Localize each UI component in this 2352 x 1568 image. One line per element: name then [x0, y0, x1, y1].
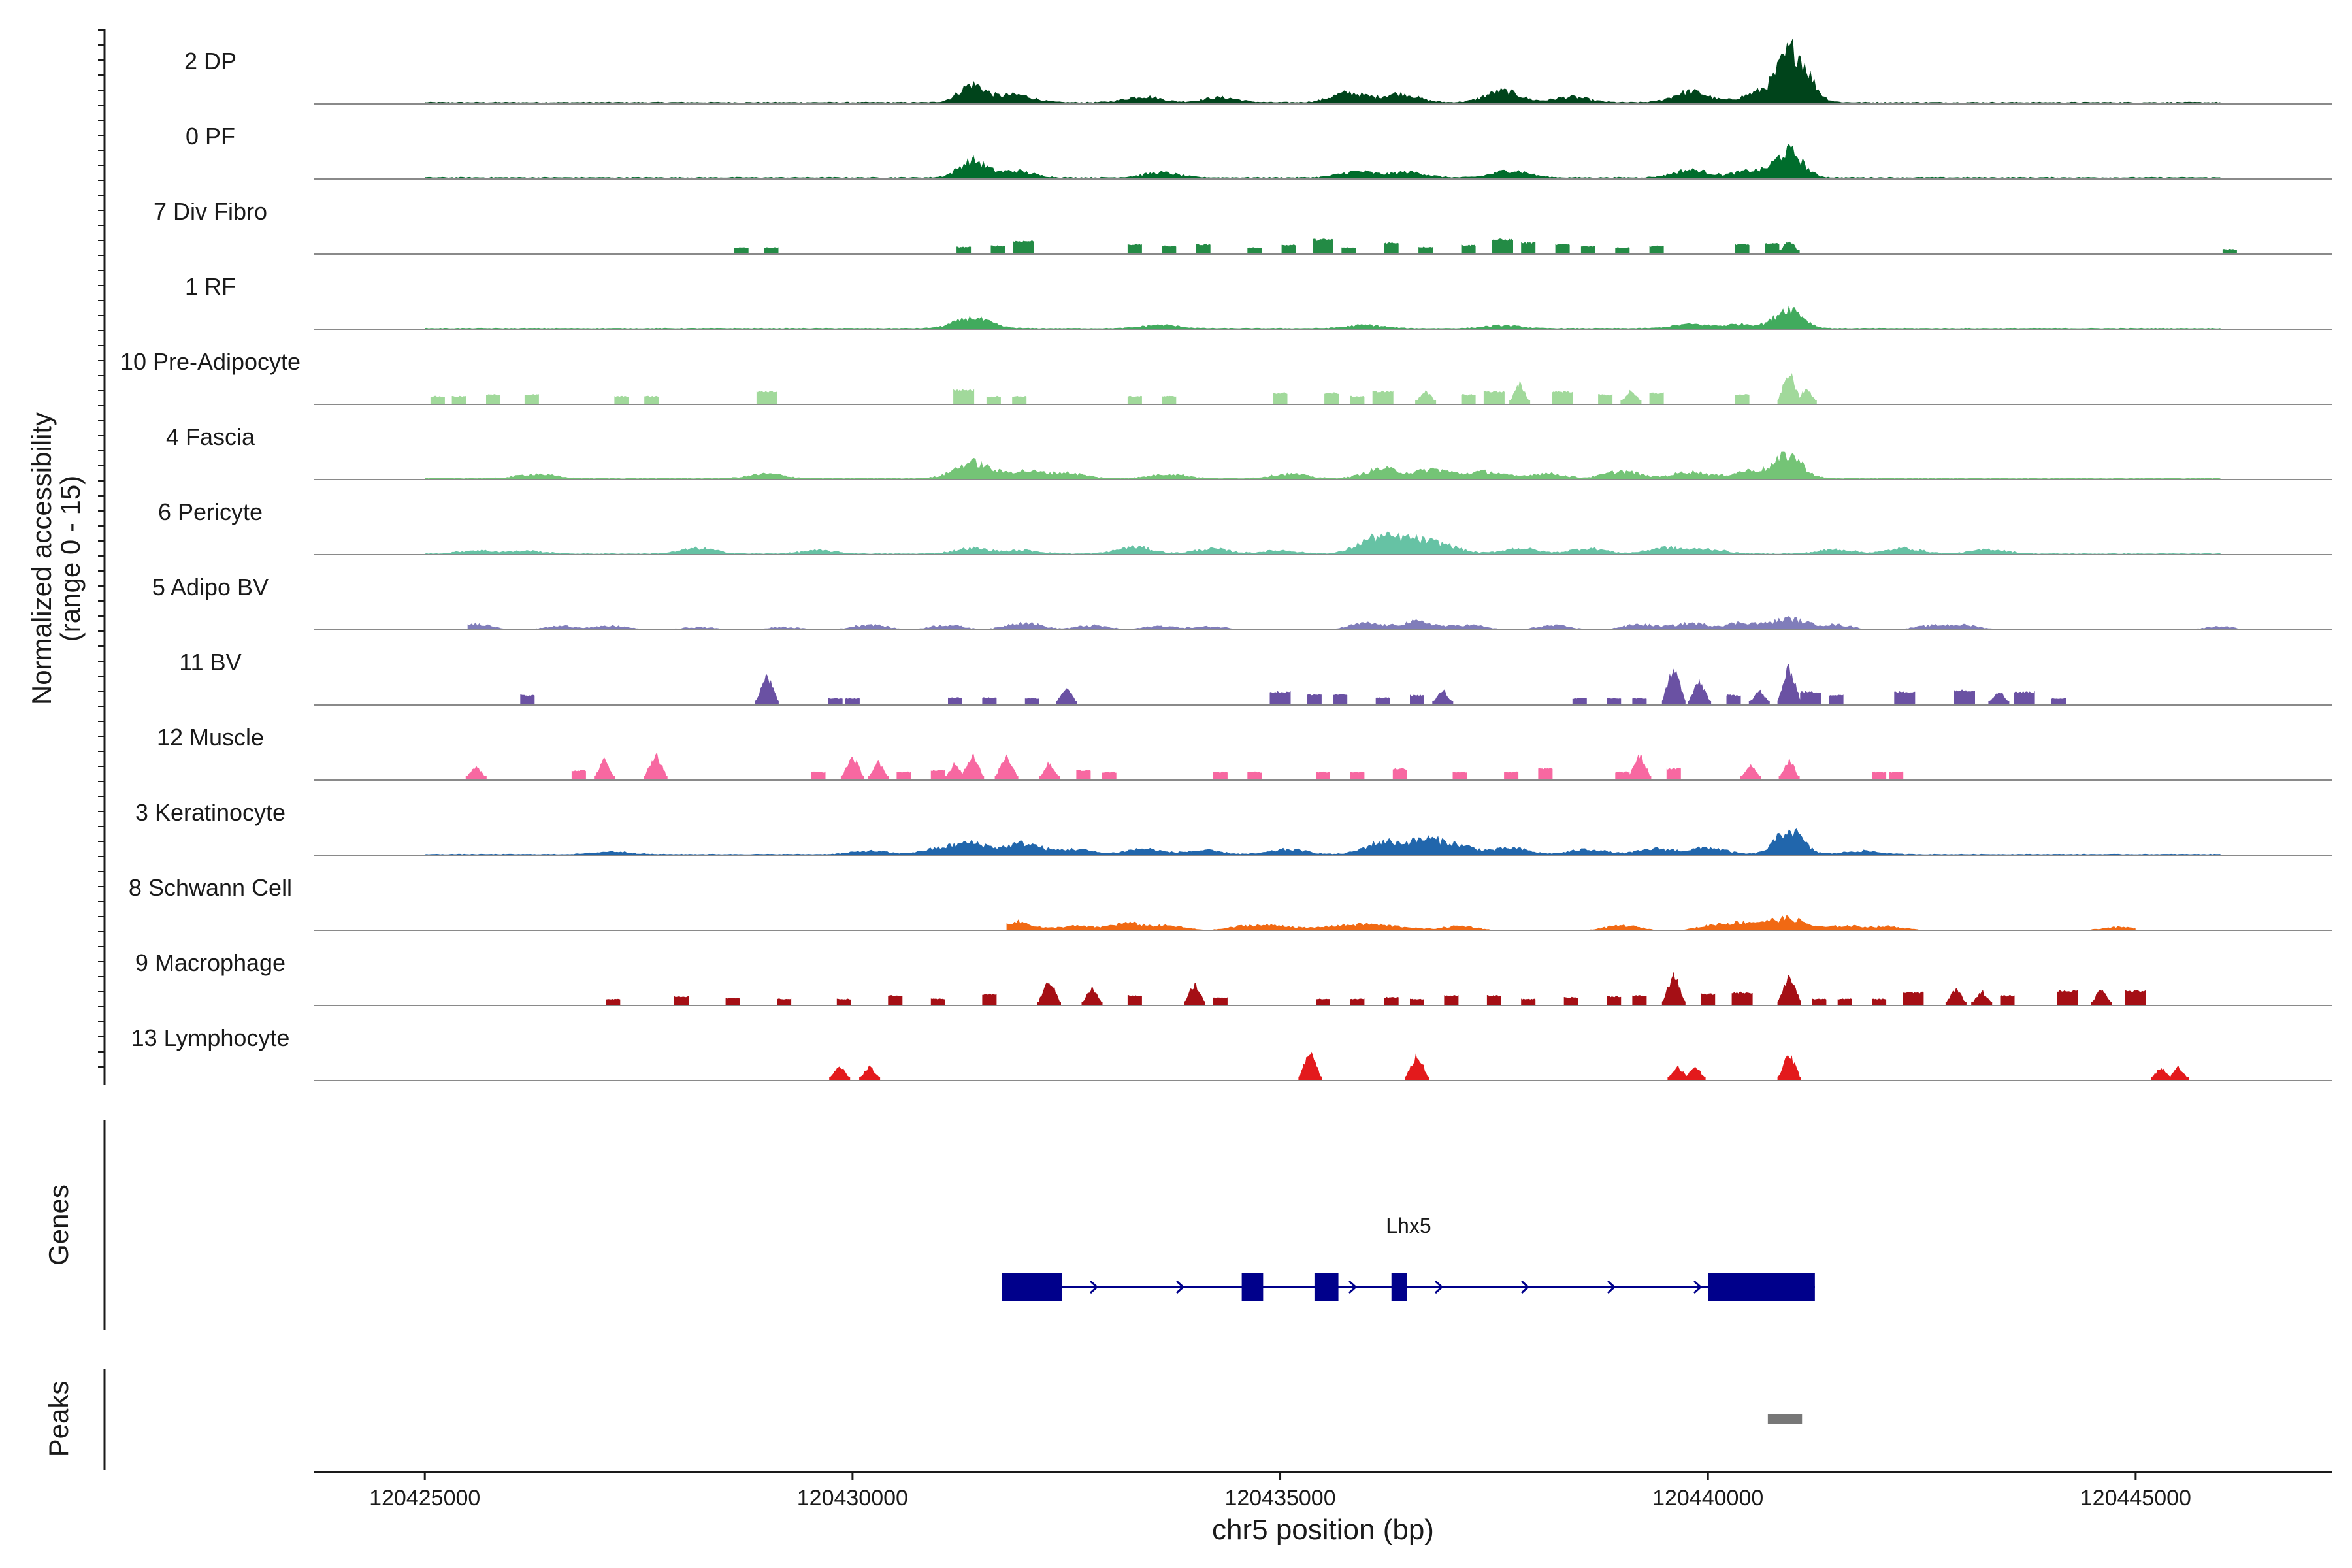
track-12-muscle: 12 Muscle [157, 724, 2332, 781]
track-label: 7 Div Fibro [154, 198, 267, 225]
x-tick-label: 120440000 [1652, 1486, 1763, 1511]
coverage-area [520, 664, 2066, 705]
strand-arrow-icon [1693, 1280, 1703, 1294]
gene-exon [1241, 1273, 1264, 1301]
track-label: 10 Pre-Adipocyte [120, 348, 301, 375]
track-label: 3 Keratinocyte [135, 799, 286, 826]
x-tick-label: 120435000 [1224, 1486, 1335, 1511]
gene-exon [1002, 1273, 1062, 1301]
coverage-area [734, 238, 2237, 254]
track-5-adipo-bv: 5 Adipo BV [152, 574, 2332, 630]
gene-exon [1314, 1273, 1339, 1301]
coverage-area [425, 144, 2221, 179]
strand-arrow-icon [1607, 1280, 1616, 1294]
track-label: 8 Schwann Cell [129, 874, 292, 901]
x-axis-label: chr5 position (bp) [1212, 1514, 1434, 1546]
coverage-area [425, 451, 2221, 480]
coverage-y-ticks [98, 29, 105, 1068]
peak-region [1767, 1414, 1803, 1424]
strand-arrow-icon [1089, 1280, 1099, 1294]
gene-name: Lhx5 [1386, 1214, 1431, 1237]
gene-exon [1391, 1273, 1407, 1301]
peaks-track-label: Peaks [43, 1381, 74, 1458]
coverage-area [465, 752, 1904, 780]
track-11-bv: 11 BV [179, 649, 2332, 706]
track-10-pre-adipocyte: 10 Pre-Adipocyte [120, 348, 2332, 405]
strand-arrow-icon [1175, 1280, 1185, 1294]
track-label: 5 Adipo BV [152, 574, 269, 600]
track-label: 11 BV [179, 649, 241, 676]
y-axis-label-line2: (range 0 - 15) [55, 476, 86, 642]
track-8-schwann-cell: 8 Schwann Cell [129, 874, 2332, 931]
track-7-div-fibro: 7 Div Fibro [154, 198, 2332, 255]
strand-arrow-icon [1348, 1280, 1358, 1294]
track-label: 6 Pericyte [158, 498, 263, 525]
track-label: 9 Macrophage [135, 949, 286, 976]
y-axis-label-line1: Normalized accessibility [26, 412, 57, 705]
track-0-pf: 0 PF [186, 123, 2332, 180]
track-label: 0 PF [186, 123, 235, 150]
x-axis-ticks: 120425000 120430000 120435000 120440000 1204… [369, 1472, 2191, 1511]
strand-arrow-icon [1520, 1280, 1530, 1294]
x-tick-label: 120425000 [369, 1486, 480, 1511]
gene-exon [1708, 1273, 1815, 1301]
track-label: 12 Muscle [157, 724, 264, 751]
track-2-dp: 2 DP [184, 38, 2332, 105]
strand-arrow-icon [1434, 1280, 1444, 1294]
track-1-rf: 1 RF [185, 273, 2332, 330]
coverage-area [425, 38, 2221, 104]
track-label: 13 Lymphocyte [131, 1024, 290, 1051]
track-13-lymphocyte: 13 Lymphocyte [131, 1024, 2332, 1081]
coverage-area [606, 972, 2146, 1005]
coverage-area [425, 304, 2221, 329]
x-tick-label: 120430000 [797, 1486, 908, 1511]
coverage-area [425, 828, 2221, 855]
track-4-fascia: 4 Fascia [166, 423, 2332, 480]
coverage-tracks: 2 DP 0 PF 7 Div Fibro 1 RF 10 Pre-Adipocyte 4… [120, 38, 2332, 1081]
track-label: 2 DP [184, 48, 237, 74]
x-tick-label: 120445000 [2080, 1486, 2191, 1511]
genes-track-label: Genes [43, 1184, 74, 1266]
peaks-track [1767, 1414, 1803, 1424]
track-label: 1 RF [185, 273, 236, 300]
genes-track: Lhx5 [1002, 1214, 1815, 1301]
track-3-keratinocyte: 3 Keratinocyte [135, 799, 2332, 856]
coverage-area [430, 373, 1817, 404]
coverage-area [467, 616, 2239, 630]
track-6-pericyte: 6 Pericyte [158, 498, 2332, 555]
coverage-area [425, 531, 2221, 555]
coverage-area [829, 1051, 2189, 1081]
coverage-area [1006, 915, 2136, 930]
track-label: 4 Fascia [166, 423, 255, 450]
track-9-macrophage: 9 Macrophage [135, 949, 2332, 1006]
